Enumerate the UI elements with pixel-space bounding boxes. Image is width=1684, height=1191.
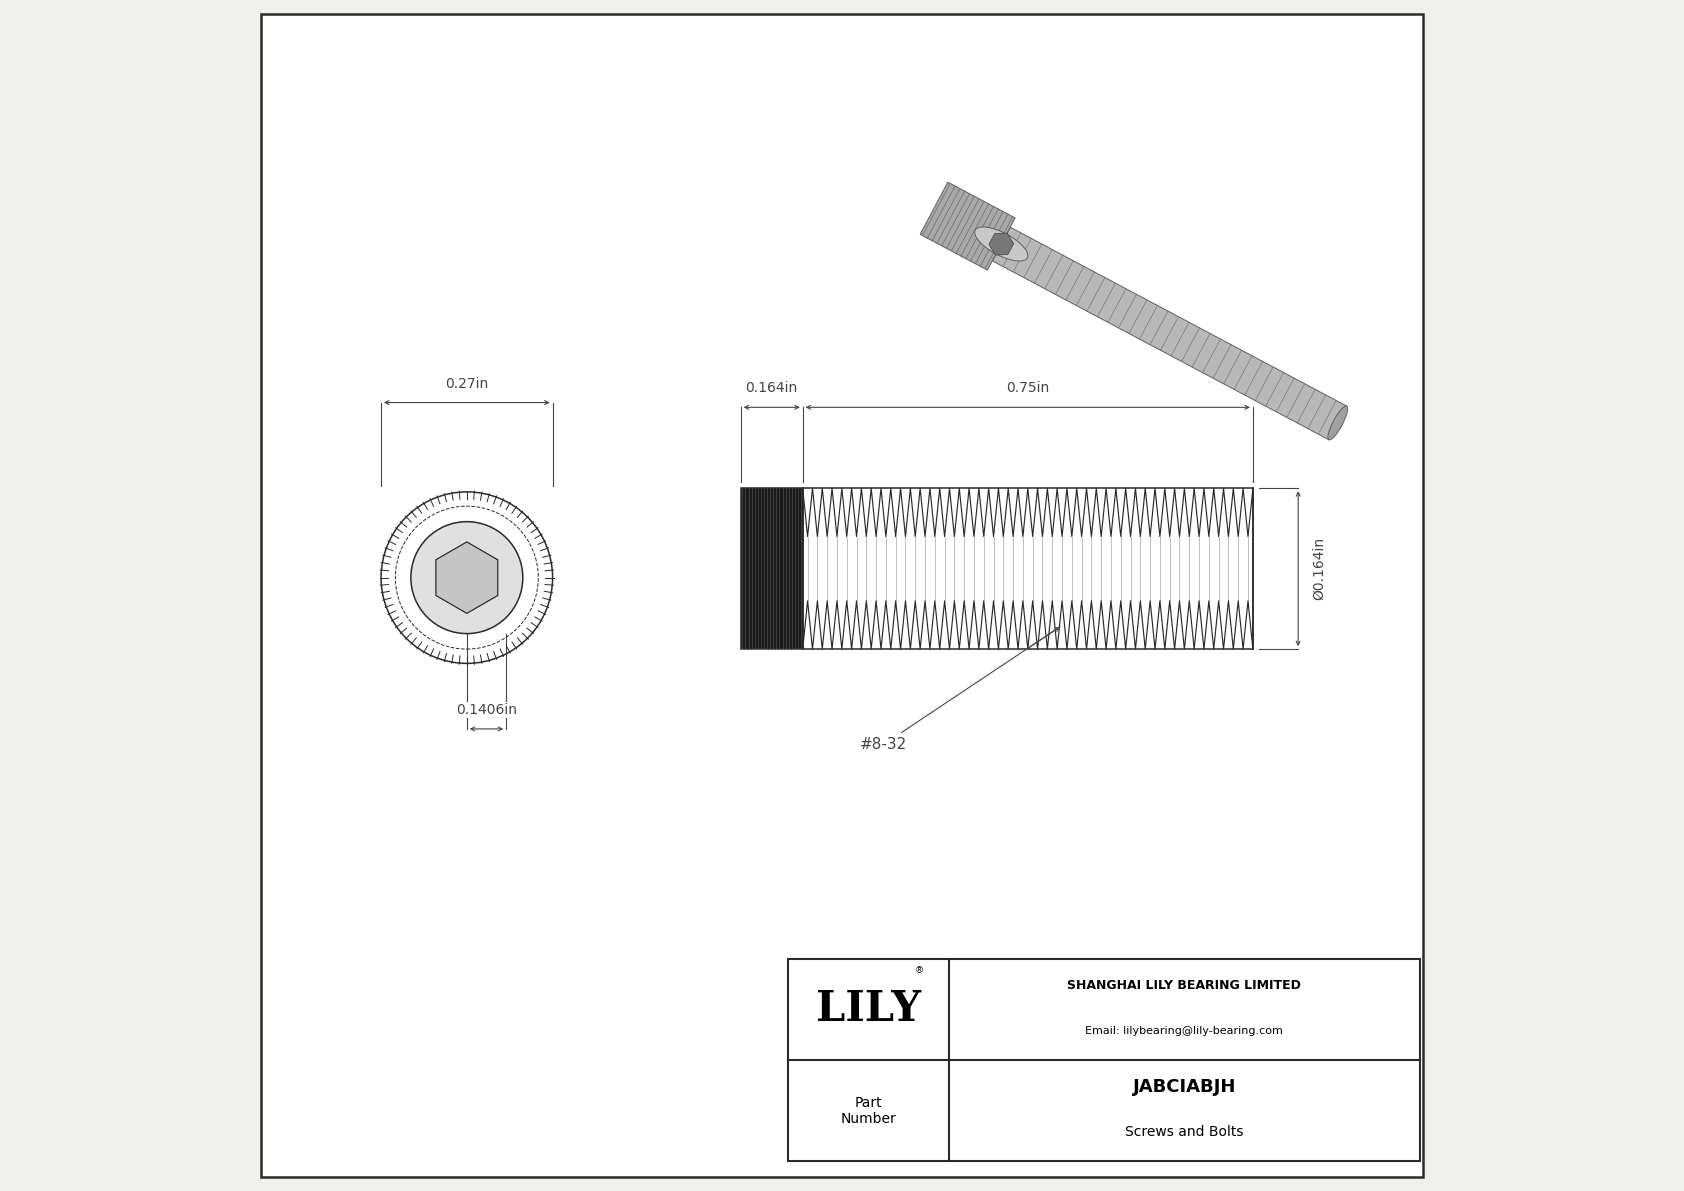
Text: 0.1406in: 0.1406in [456, 703, 517, 717]
Polygon shape [919, 182, 1015, 270]
Text: #8-32: #8-32 [861, 626, 1059, 752]
Circle shape [381, 492, 552, 663]
Bar [788, 959, 1420, 1161]
Ellipse shape [1329, 406, 1347, 439]
Text: 0.164in: 0.164in [746, 381, 798, 395]
Circle shape [411, 522, 522, 634]
Bar [803, 488, 1253, 649]
Bar [741, 488, 803, 649]
Text: Part
Number: Part Number [840, 1096, 896, 1125]
Text: Ø0.164in: Ø0.164in [1312, 537, 1327, 600]
Polygon shape [989, 233, 1014, 255]
Text: Screws and Bolts: Screws and Bolts [1125, 1125, 1244, 1139]
Polygon shape [992, 227, 1347, 439]
Ellipse shape [975, 227, 1027, 261]
Text: Email: lilybearing@lily-bearing.com: Email: lilybearing@lily-bearing.com [1086, 1025, 1283, 1036]
Text: 0.75in: 0.75in [1005, 381, 1049, 395]
Text: JABCIABJH: JABCIABJH [1133, 1078, 1236, 1096]
Polygon shape [436, 542, 498, 613]
Text: LILY: LILY [817, 989, 921, 1030]
Text: 0.27in: 0.27in [445, 376, 488, 391]
Text: SHANGHAI LILY BEARING LIMITED: SHANGHAI LILY BEARING LIMITED [1068, 979, 1302, 992]
Text: ®: ® [914, 966, 925, 975]
